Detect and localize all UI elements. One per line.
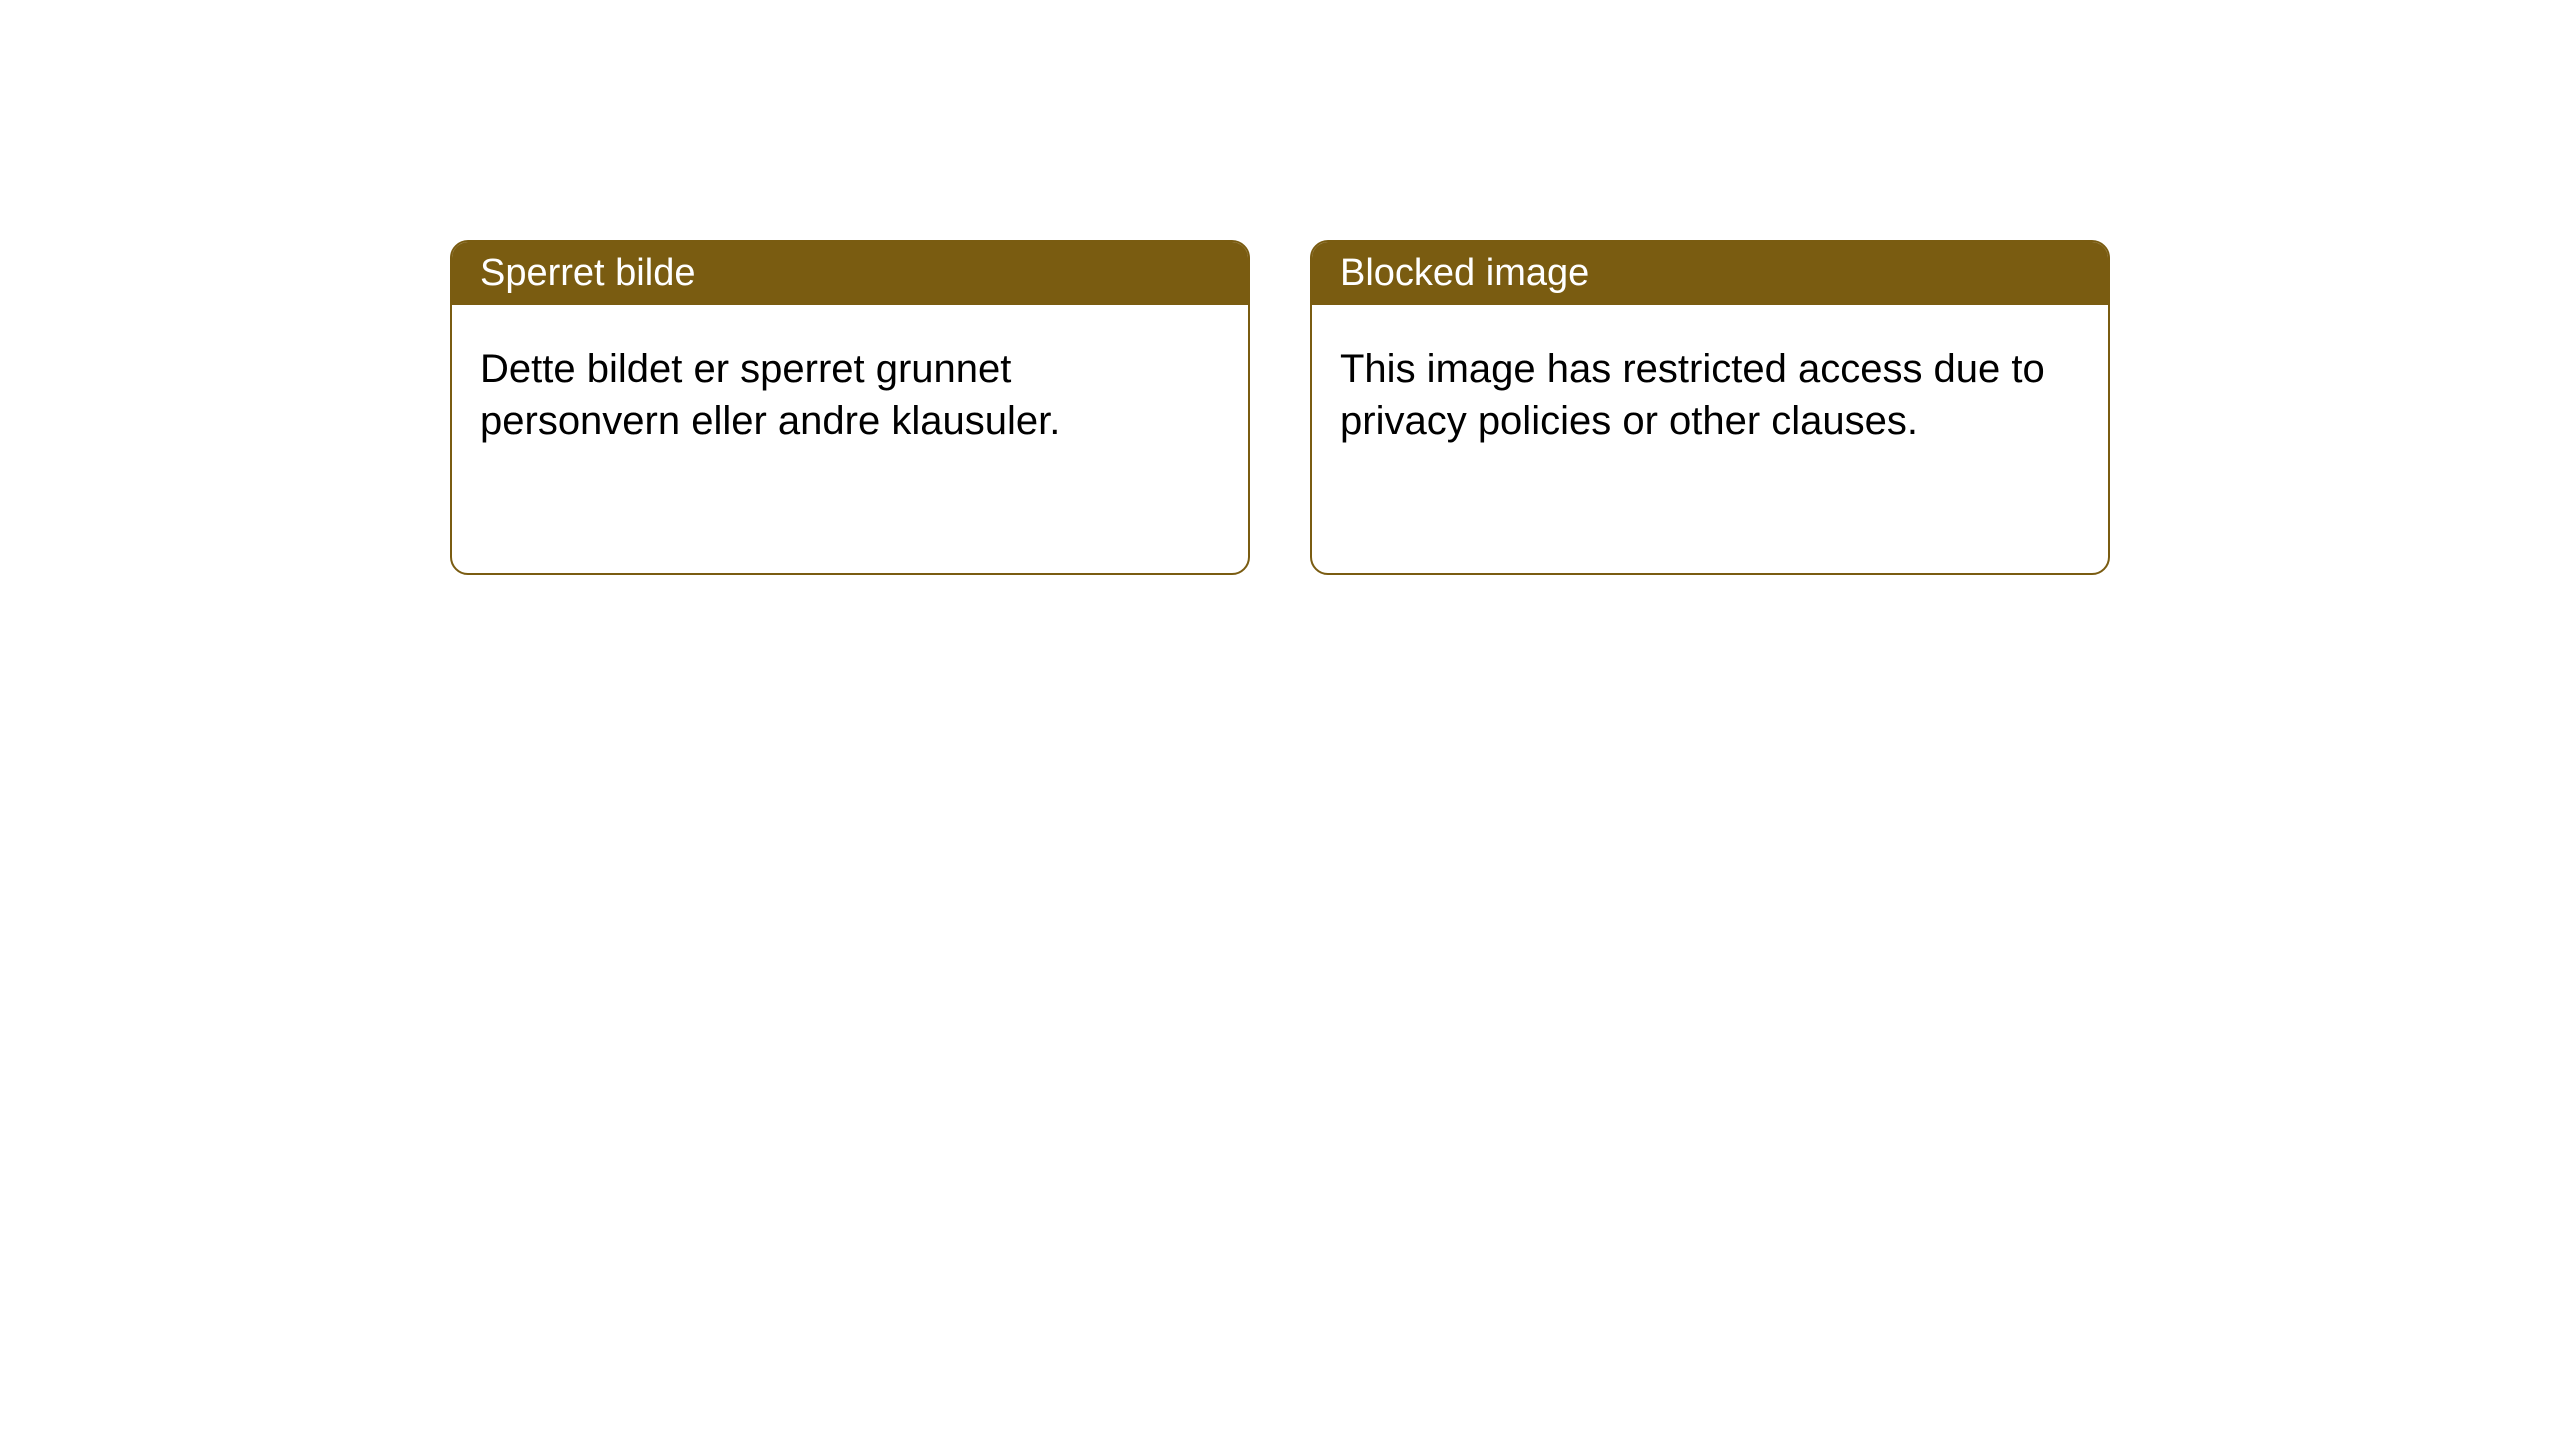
card-message: This image has restricted access due to … (1340, 347, 2045, 443)
card-body: This image has restricted access due to … (1312, 305, 2108, 485)
card-title: Blocked image (1340, 252, 1589, 294)
card-title: Sperret bilde (480, 252, 695, 294)
card-message: Dette bildet er sperret grunnet personve… (480, 347, 1060, 443)
blocked-image-card-norwegian: Sperret bilde Dette bildet er sperret gr… (450, 240, 1250, 575)
card-header: Blocked image (1312, 242, 2108, 305)
card-header: Sperret bilde (452, 242, 1248, 305)
blocked-image-card-english: Blocked image This image has restricted … (1310, 240, 2110, 575)
notice-container: Sperret bilde Dette bildet er sperret gr… (0, 0, 2560, 575)
card-body: Dette bildet er sperret grunnet personve… (452, 305, 1248, 485)
